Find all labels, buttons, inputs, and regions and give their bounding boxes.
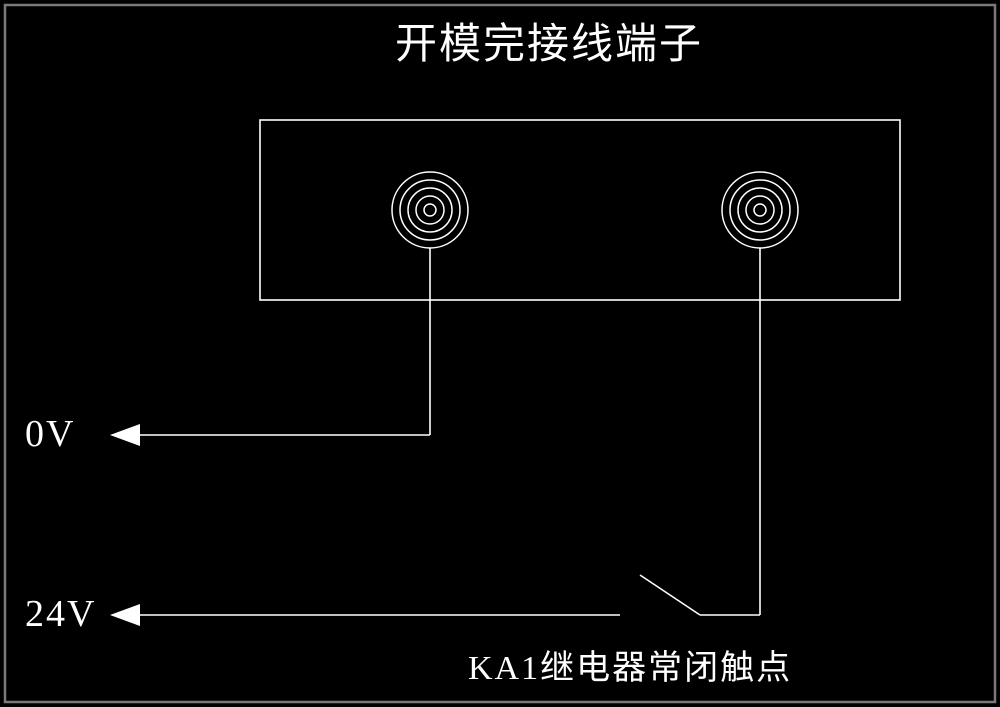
- terminal-right-ring: [730, 180, 790, 240]
- terminal-right-ring: [746, 196, 774, 224]
- wiring-diagram: [0, 0, 1000, 707]
- relay-contact-arm: [640, 575, 700, 615]
- terminal-left-ring: [400, 180, 460, 240]
- terminal-left-ring: [408, 188, 452, 232]
- zero-volt-label: 0V: [25, 412, 75, 456]
- arrow-0v: [110, 424, 140, 446]
- terminal-right-ring: [754, 204, 766, 216]
- terminal-left-ring: [416, 196, 444, 224]
- diagram-title: 开模完接线端子: [395, 10, 703, 71]
- terminal-left-ring: [424, 204, 436, 216]
- terminal-left-ring: [392, 172, 468, 248]
- twenty-four-volt-label: 24V: [25, 592, 96, 636]
- relay-contact-caption: KA1继电器常闭触点: [468, 640, 792, 689]
- terminal-right-ring: [738, 188, 782, 232]
- arrow-24v: [110, 604, 140, 626]
- terminal-block: [260, 120, 900, 300]
- terminal-right-ring: [722, 172, 798, 248]
- outer-frame: [5, 5, 995, 702]
